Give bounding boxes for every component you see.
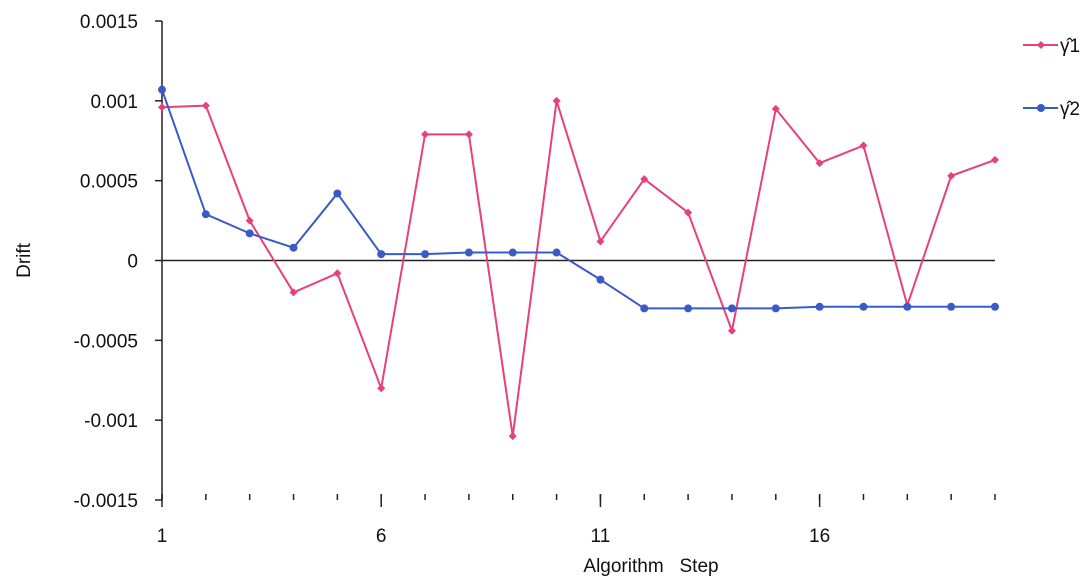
data-point [289,288,298,297]
data-point [201,101,210,110]
series-layer [158,85,999,441]
data-point [991,155,999,164]
data-point [815,159,824,168]
data-point [158,85,166,94]
data-point [859,141,868,150]
data-point [684,304,693,313]
data-point [903,302,912,311]
data-point [421,250,430,259]
data-point [947,302,956,311]
data-point [377,384,386,393]
plot-area: 0.0015 0.001 0.0005 0 -0.0005 -0.001 -0.0015 1… [74,12,999,547]
data-point [158,103,166,112]
series-1 [158,96,999,441]
y-tick-label: 0.0005 [80,172,138,193]
y-axis-ticks: 0.0015 0.001 0.0005 0 -0.0005 -0.001 -0.0015 [74,12,162,512]
data-point [596,275,605,284]
data-point [684,208,693,217]
legend-item: γ̂1 [1023,36,1080,57]
data-point [640,304,649,313]
data-point [333,269,342,278]
series-2 [158,85,999,313]
data-point [201,210,210,219]
series-line [161,99,996,438]
y-tick-label: -0.0015 [74,491,138,512]
data-point [771,104,780,113]
legend-label: γ̂2 [1060,99,1080,120]
data-point [464,248,473,257]
legend-marker [1037,41,1045,49]
data-point [245,229,254,238]
y-tick-label: 0.001 [90,92,138,113]
data-point [596,237,605,246]
y-tick-label: -0.0005 [74,331,138,352]
y-tick-label: 0.0015 [80,12,138,33]
legend-item: γ̂2 [1023,99,1080,120]
x-tick-label: 6 [376,526,387,547]
legend-marker [1037,104,1045,112]
data-point [859,302,868,311]
y-tick-label: 0 [127,252,138,273]
data-point [421,130,430,139]
x-axis-ticks: 1 6 11 16 [157,494,996,547]
data-point [771,304,780,313]
x-tick-label: 11 [591,526,611,547]
data-point [727,304,736,313]
data-point [727,326,736,335]
legend-label: γ̂1 [1060,36,1080,57]
x-tick-label: 16 [809,526,830,547]
legend: γ̂1 γ̂2 [1023,36,1080,120]
data-point [508,432,517,441]
data-point [508,248,517,257]
data-point [640,175,649,184]
series-line [161,89,995,310]
x-tick-label: 1 [157,526,168,547]
data-point [947,171,956,180]
data-point [245,216,254,225]
data-point [552,96,561,105]
data-point [464,130,473,139]
data-point [333,189,342,198]
data-point [377,250,386,259]
data-point [289,243,298,252]
y-axis-title: Drift [14,242,35,278]
x-axis-title: Algorithm Step [583,556,718,577]
data-point [552,248,561,257]
data-point [815,302,824,311]
y-tick-label: -0.001 [84,411,138,432]
data-point [991,302,999,311]
